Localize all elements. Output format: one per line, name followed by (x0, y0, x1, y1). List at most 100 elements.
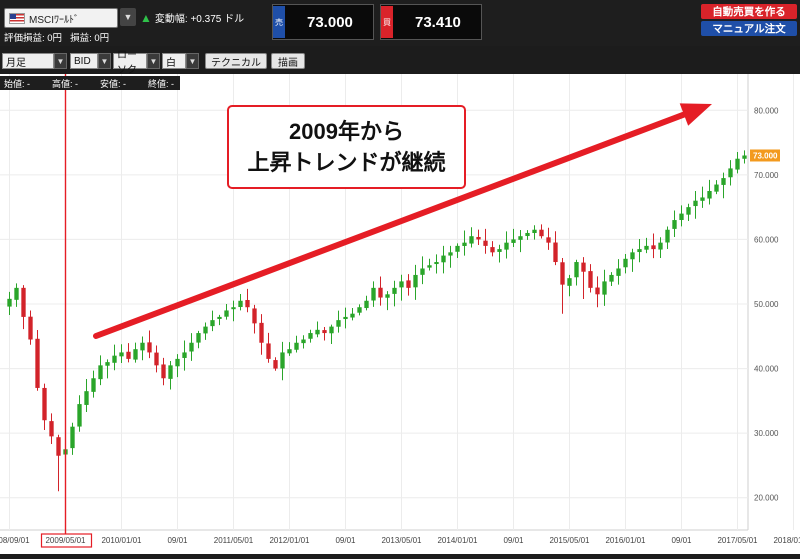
candle-body (161, 364, 166, 379)
candle-body (350, 313, 355, 318)
chart-style-select[interactable]: ローソク (113, 50, 147, 76)
candle-body (504, 242, 509, 250)
x-tick-label: 2009/05/01 (45, 536, 86, 545)
close-readout: 終値: - (148, 78, 174, 89)
price-type-select[interactable]: BID (70, 53, 98, 69)
symbol-dropdown-button[interactable]: ▼ (120, 8, 136, 26)
open-readout: 始値: - (4, 78, 30, 89)
candle-body (462, 242, 467, 246)
candle-body (315, 329, 320, 335)
candle-body (308, 333, 313, 339)
candle-body (154, 352, 159, 366)
candle-body (343, 316, 348, 320)
color-theme-select[interactable]: 白 (162, 53, 186, 69)
candle-body (616, 268, 621, 276)
y-tick-label: 30.000 (754, 429, 779, 438)
us-flag-icon (9, 12, 25, 24)
candle-body (595, 287, 600, 295)
candle-body (294, 342, 299, 350)
candle-body (371, 287, 376, 301)
candle-body (140, 342, 145, 351)
candle-body (581, 262, 586, 272)
x-tick-label: 2018/01/02 (773, 536, 800, 545)
candle-body (210, 320, 215, 327)
x-tick-label: 2016/01/01 (605, 536, 646, 545)
candle-body (539, 229, 544, 237)
candle-body (14, 287, 19, 300)
x-tick-label: 2013/05/01 (381, 536, 422, 545)
change-display: ▲ 変動幅: +0.375 ドル (140, 10, 244, 26)
candle-body (91, 378, 96, 392)
candle-body (546, 237, 551, 243)
trend-annotation-box: 2009年から 上昇トレンドが継続 (227, 105, 466, 189)
candle-body (189, 342, 194, 352)
candle-body (336, 320, 341, 327)
price-type-dropdown-icon[interactable]: ▼ (98, 53, 111, 69)
chart-style-dropdown-icon[interactable]: ▼ (147, 53, 160, 69)
x-tick-label: 2012/01/01 (269, 536, 310, 545)
candle-body (476, 236, 481, 240)
candle-body (714, 184, 719, 192)
candle-body (518, 236, 523, 240)
buy-quote-button[interactable]: 買 73.410 (380, 4, 482, 40)
x-tick-label: 09/01 (167, 536, 188, 545)
candle-body (420, 268, 425, 275)
candle-body (399, 281, 404, 288)
valuation-label: 評価損益: 0円 (4, 33, 63, 44)
candle-body (245, 300, 250, 308)
x-tick-label: 2017/05/01 (717, 536, 758, 545)
candle-body (217, 316, 222, 319)
buy-tag: 買 (381, 6, 393, 38)
candle-body (511, 239, 516, 243)
candle-body (259, 322, 264, 343)
candle-body (119, 352, 124, 357)
candlestick-chart[interactable]: 20.000 30.000 40.000 50.000 60.000 70.000 80.0… (0, 74, 800, 554)
candle-body (490, 247, 495, 253)
candle-body (266, 343, 271, 359)
candle-body (441, 255, 446, 263)
candle-body (448, 252, 453, 256)
technical-button[interactable]: テクニカル (205, 53, 267, 69)
y-tick-label: 20.000 (754, 494, 779, 503)
y-tick-label: 80.000 (754, 106, 779, 115)
candle-body (525, 232, 530, 237)
candle-body (469, 236, 474, 244)
candle-body (693, 200, 698, 207)
candle-body (105, 362, 110, 366)
candle-body (644, 245, 649, 250)
sell-quote-button[interactable]: 売 73.000 (272, 4, 374, 40)
candle-body (532, 229, 537, 234)
candle-body (455, 245, 460, 252)
candle-body (735, 158, 740, 170)
candle-body (56, 437, 61, 456)
x-tick-label: 09/01 (335, 536, 356, 545)
up-arrow-icon: ▲ (140, 10, 152, 25)
x-tick-label: 2014/01/01 (437, 536, 478, 545)
candle-body (588, 271, 593, 288)
candle-body (742, 155, 747, 159)
y-tick-label: 70.000 (754, 171, 779, 180)
candle-body (602, 281, 607, 295)
candle-body (98, 365, 103, 380)
sell-tag: 売 (273, 6, 285, 38)
candle-body (112, 355, 117, 363)
symbol-name: MSCIﾜｰﾙﾄﾞ (29, 14, 79, 26)
candle-body (147, 342, 152, 353)
candle-body (70, 426, 75, 449)
color-theme-dropdown-icon[interactable]: ▼ (186, 53, 199, 69)
period-select[interactable]: 月足 (2, 53, 54, 69)
candle-body (672, 220, 677, 229)
pnl-label: 損益: 0円 (70, 33, 110, 44)
y-tick-label: 40.000 (754, 365, 779, 374)
symbol-selector[interactable]: MSCIﾜｰﾙﾄﾞ (4, 8, 118, 28)
draw-button[interactable]: 描画 (271, 53, 305, 69)
trend-arrow-head (679, 103, 712, 126)
candle-body (273, 360, 278, 369)
period-dropdown-icon[interactable]: ▼ (54, 53, 67, 69)
candle-body (623, 258, 628, 268)
candle-body (329, 326, 334, 334)
manual-order-button[interactable]: マニュアル注文 (701, 21, 797, 36)
auto-trade-button[interactable]: 自動売買を作る (701, 4, 797, 19)
candle-body (574, 262, 579, 278)
